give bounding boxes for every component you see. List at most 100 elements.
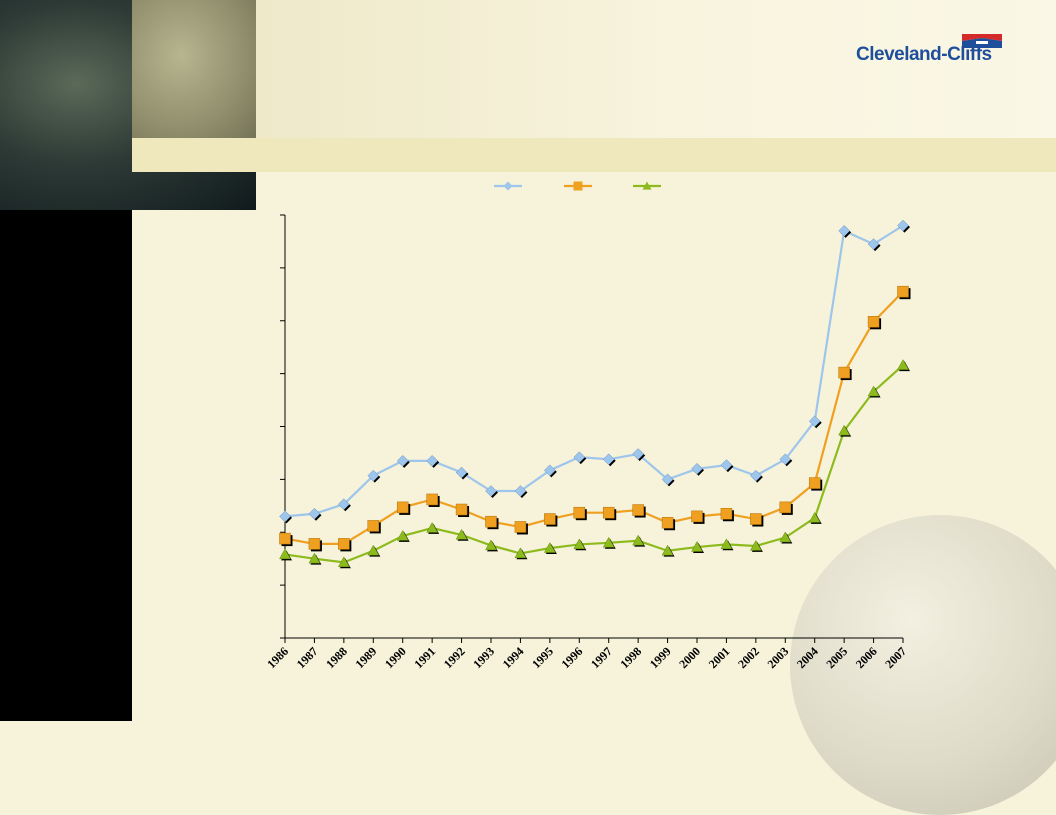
series-1-point <box>367 469 380 482</box>
series-1-point <box>544 464 556 477</box>
series-1-point <box>308 507 321 520</box>
series-1-point <box>279 510 291 523</box>
series-3-line <box>284 364 904 564</box>
header-band <box>132 138 1056 172</box>
series-1-point <box>602 453 615 466</box>
series-3-point <box>602 536 615 548</box>
series-2-point <box>632 504 644 516</box>
x-tick-label: 2002 <box>735 644 762 671</box>
series-2-point <box>808 477 821 489</box>
x-tick-label: 2006 <box>853 644 880 671</box>
series-2-line <box>284 290 904 545</box>
x-tick-label: 1988 <box>323 644 350 671</box>
series-3-point <box>720 538 733 550</box>
x-tick-label: 2000 <box>676 644 703 671</box>
series-2-point <box>779 501 792 514</box>
series-3-point <box>426 522 439 533</box>
series-3-point <box>808 511 821 523</box>
x-tick-label: 2005 <box>823 644 850 671</box>
series-1-point <box>396 455 409 467</box>
x-tick-label: 1998 <box>617 644 644 671</box>
series-2-point <box>720 507 733 520</box>
series-1-point <box>573 451 586 464</box>
series-3-point <box>485 539 497 551</box>
x-tick-label: 1993 <box>470 644 497 671</box>
series-1-point <box>514 485 527 497</box>
series-2-point <box>455 503 468 516</box>
company-flag-icon <box>962 34 1002 48</box>
series-2-point <box>308 538 321 550</box>
series-3-point <box>779 531 792 543</box>
series-1-point <box>897 219 909 232</box>
series-1-point <box>720 459 733 471</box>
series-3-point <box>514 547 527 559</box>
series-1-point <box>779 453 792 466</box>
x-tick-label: 1987 <box>294 644 321 671</box>
series-3-point <box>455 528 468 540</box>
company-logo: Cleveland-Cliffs <box>856 44 992 65</box>
x-tick-label: 2003 <box>765 644 792 671</box>
series-2-point <box>279 532 291 545</box>
series-2-point <box>485 515 497 528</box>
series-3-point <box>867 385 880 397</box>
x-tick-label: 1990 <box>382 644 409 671</box>
series-2-point <box>838 366 850 379</box>
series-2-point <box>867 316 880 328</box>
series-2-point <box>367 520 380 532</box>
series-1-point <box>455 466 468 479</box>
series-3-point <box>749 539 762 551</box>
x-tick-label: 1999 <box>647 644 674 671</box>
line-chart: 1986 1987 1988 1989 1990 1991 1992 1993 1994 1995… <box>264 181 911 671</box>
series-3-point <box>279 548 291 560</box>
series-3-point <box>661 544 674 556</box>
legend-3-marker <box>642 181 652 190</box>
legend-2-marker <box>573 181 583 191</box>
series-1-point <box>426 455 438 467</box>
x-tick-label: 1991 <box>411 644 438 671</box>
series-1-point <box>808 415 821 428</box>
series-2-point <box>602 506 615 519</box>
x-tick-label: 1994 <box>500 644 527 671</box>
series-3-point <box>691 541 703 552</box>
series-2-point <box>514 521 527 533</box>
series-1-point <box>338 498 350 511</box>
series-1-point <box>691 462 703 475</box>
series-1-point <box>485 485 497 497</box>
header-area <box>132 0 1056 138</box>
series-3-point <box>897 359 909 370</box>
series-3-point <box>337 556 350 568</box>
series-3-point <box>367 544 380 556</box>
legend-1-marker <box>503 181 513 191</box>
x-tick-label: 1997 <box>588 644 615 671</box>
x-tick-label: 2001 <box>706 644 733 671</box>
series-2-point <box>897 285 909 298</box>
series-2-point <box>426 493 438 506</box>
photo-overlay <box>132 0 256 138</box>
series-2-point <box>691 510 703 523</box>
x-tick-label: 1986 <box>264 644 291 671</box>
series-3-point <box>543 542 556 553</box>
series-2-point <box>396 501 409 514</box>
mine-photo <box>0 0 256 210</box>
x-tick-label: 1996 <box>559 644 586 671</box>
series-1-point <box>867 238 880 250</box>
series-3-point <box>573 538 586 550</box>
x-tick-label: 1989 <box>353 644 380 671</box>
series-3-point <box>632 534 645 546</box>
series-3-point <box>396 529 409 541</box>
series-1-point <box>661 473 674 486</box>
series-2-point <box>338 538 350 550</box>
x-tick-label: 1995 <box>529 644 556 671</box>
x-tick-label: 2007 <box>882 644 909 671</box>
series-2-point <box>544 513 556 525</box>
series-1-point <box>632 448 644 460</box>
series-2-point <box>661 516 674 529</box>
series-1-point <box>750 469 762 482</box>
series-1-point <box>838 225 850 237</box>
series-2-point <box>750 513 762 525</box>
series-2-point <box>573 506 586 519</box>
x-tick-label: 1992 <box>441 644 468 671</box>
series-3-point <box>838 424 851 436</box>
series-1-line <box>284 224 904 518</box>
series-3-point <box>308 552 321 564</box>
